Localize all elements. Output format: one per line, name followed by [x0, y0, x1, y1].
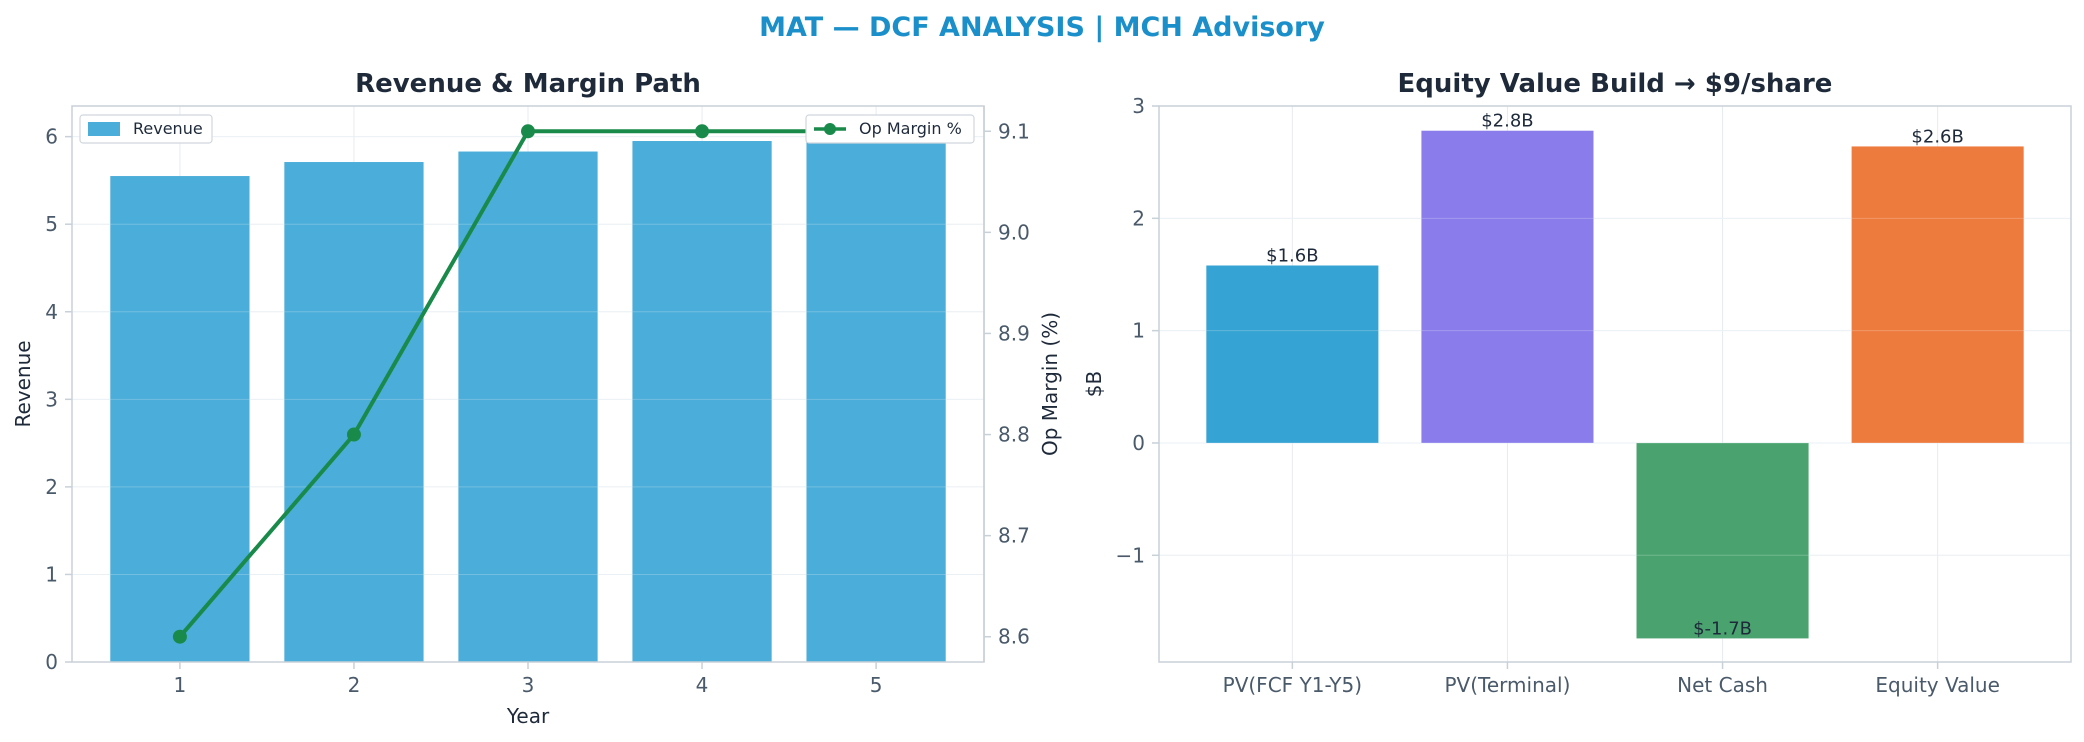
right-y-tick-label: 9.0 [998, 220, 1030, 244]
legend-revenue: Revenue [79, 114, 213, 144]
equity-y-tick-label: 0 [1132, 431, 1145, 455]
revenue-bar [458, 151, 598, 663]
equity-x-tick-label: Net Cash [1677, 673, 1768, 697]
right-y-axis-label: Op Margin (%) [1038, 312, 1062, 456]
equity-x-tick-label: PV(FCF Y1-Y5) [1223, 673, 1362, 697]
equity-bar [1206, 265, 1379, 443]
equity-data-labels: $1.6B $2.8B $-1.7B $2.6B [1266, 111, 1964, 640]
legend-revenue-label: Revenue [133, 119, 203, 138]
legend-op-margin-marker [824, 123, 836, 135]
equity-data-label: $1.6B [1266, 245, 1318, 266]
left-y-ticks: 0 1 2 3 4 5 6 [45, 125, 72, 674]
equity-x-tick-label: Equity Value [1875, 673, 2000, 697]
op-margin-point [695, 124, 710, 139]
right-y-tick-label: 9.1 [998, 119, 1030, 143]
equity-bar [1421, 130, 1594, 443]
left-x-tick-label: 4 [696, 673, 709, 697]
left-y-tick-label: 4 [45, 300, 58, 324]
op-margin-point [521, 124, 535, 139]
equity-y-ticks: −1 0 1 2 3 [1116, 94, 1159, 567]
equity-data-label: $2.6B [1911, 126, 1963, 147]
equity-y-tick-label: −1 [1116, 543, 1145, 567]
left-chart-title: Revenue & Margin Path [355, 69, 701, 99]
right-y-ticks: 8.6 8.7 8.8 8.9 9.0 9.1 [984, 119, 1030, 649]
left-y-axis-label: Revenue [11, 340, 35, 427]
left-y-tick-label: 6 [45, 125, 58, 149]
legend-revenue-swatch [88, 122, 120, 136]
left-x-tick-label: 1 [174, 673, 187, 697]
revenue-bar [806, 130, 946, 662]
left-x-ticks: 1 2 3 4 5 [174, 662, 883, 697]
left-x-tick-label: 3 [522, 673, 535, 697]
revenue-bar [284, 162, 424, 663]
left-x-tick-label: 2 [348, 673, 361, 697]
left-y-tick-label: 2 [45, 475, 58, 499]
op-margin-point [172, 629, 187, 644]
right-chart-title: Equity Value Build → $9/share [1398, 69, 1833, 99]
equity-x-tick-label: PV(Terminal) [1445, 673, 1571, 697]
figure-suptitle: MAT — DCF ANALYSIS | MCH Advisory [759, 12, 1325, 43]
left-y-tick-label: 1 [45, 562, 58, 586]
equity-build-chart: −1 0 1 2 3 PV(FCF Y1-Y5) PV(Terminal) Net Cash… [1082, 69, 2072, 697]
revenue-bar [110, 176, 250, 662]
equity-y-tick-label: 3 [1132, 94, 1145, 118]
legend-op-margin-label: Op Margin % [859, 119, 962, 138]
op-margin-point [346, 427, 361, 442]
revenue-bar [632, 141, 772, 662]
equity-bars [1159, 105, 2071, 639]
left-y-tick-label: 5 [45, 212, 58, 236]
right-y-tick-label: 8.9 [998, 321, 1030, 345]
revenue-margin-chart: 0 1 2 3 4 5 6 8.6 8.7 8.8 8.9 9.0 9.1 1 2 3 4 5 Revenue… [11, 69, 1062, 728]
right-y-tick-label: 8.7 [998, 524, 1030, 548]
equity-y-tick-label: 2 [1132, 206, 1145, 230]
equity-y-tick-label: 1 [1132, 319, 1145, 343]
equity-data-label: $-1.7B [1693, 618, 1752, 639]
left-x-axis-label: Year [506, 704, 550, 728]
equity-x-ticks: PV(FCF Y1-Y5) PV(Terminal) Net Cash Equity … [1223, 662, 2000, 697]
legend-op-margin: Op Margin % [805, 114, 975, 144]
right-y-axis-label: $B [1082, 371, 1106, 397]
right-y-tick-label: 8.8 [998, 423, 1030, 447]
right-plot-frame [1158, 105, 2072, 663]
equity-bar [1636, 442, 1809, 639]
left-y-tick-label: 3 [45, 387, 58, 411]
left-x-tick-label: 5 [870, 673, 883, 697]
equity-data-label: $2.8B [1481, 111, 1533, 132]
revenue-bars [72, 130, 984, 663]
left-y-tick-label: 0 [45, 650, 58, 674]
equity-bar [1851, 146, 2024, 443]
right-y-tick-label: 8.6 [998, 625, 1030, 649]
